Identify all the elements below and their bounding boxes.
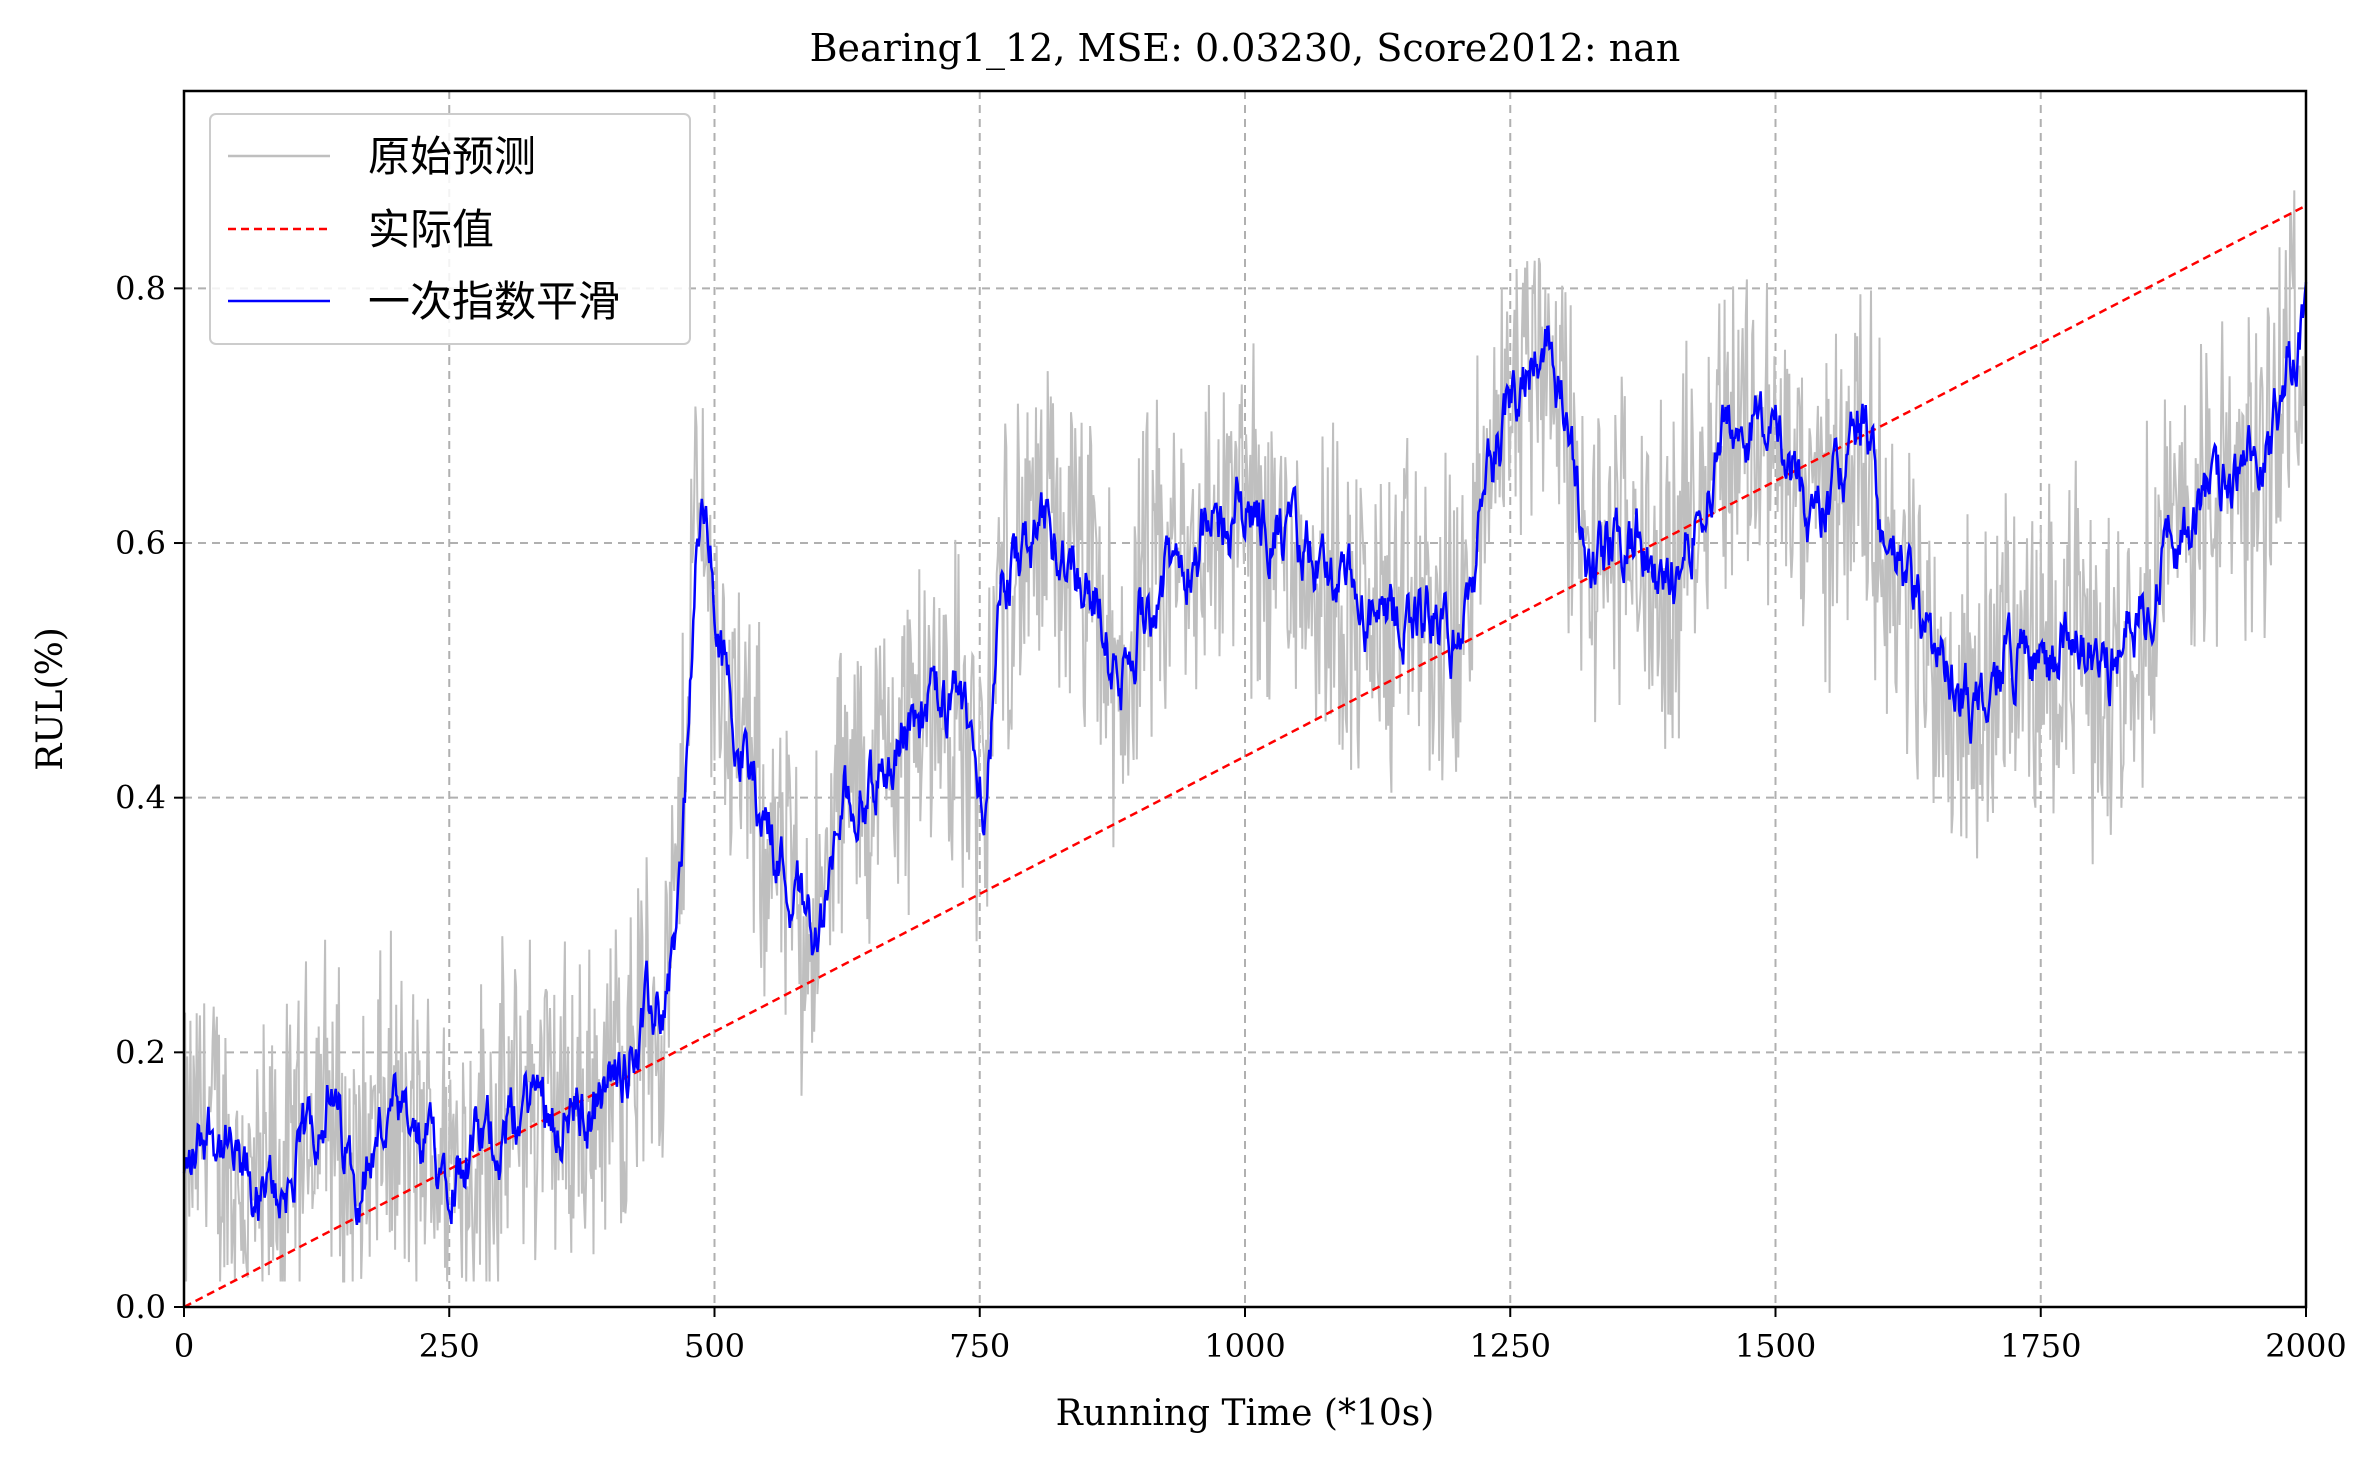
x-tick-label: 500: [684, 1327, 745, 1365]
series-group: [182, 190, 2308, 1309]
x-tick-label: 750: [949, 1327, 1010, 1365]
legend-box: [209, 113, 691, 345]
x-tick-label: 250: [419, 1327, 480, 1365]
series-line-actual: [183, 204, 2307, 1309]
x-tick-label: 1750: [2000, 1327, 2081, 1365]
series-line-smoothed: [182, 281, 2308, 1226]
x-tick-label: 1250: [1470, 1327, 1551, 1365]
y-tick-label: 0.6: [115, 524, 166, 562]
x-axis-label: Running Time (*10s): [1056, 1393, 1435, 1434]
x-tick-label: 0: [174, 1327, 194, 1365]
x-tick-label: 2000: [2265, 1327, 2346, 1365]
ticks: 0 250 500 750 1000 1250 1500 1750 2000 0.0 0.2 0.4 0…: [115, 269, 2347, 1365]
y-axis-label: RUL(%): [30, 627, 71, 771]
legend-label-actual: 实际值: [368, 205, 494, 254]
legend-label-raw: 原始预测: [368, 132, 536, 181]
x-tick-label: 1000: [1204, 1327, 1285, 1365]
chart-title: Bearing1_12, MSE: 0.03230, Score2012: na…: [810, 26, 1681, 71]
y-tick-label: 0.4: [115, 779, 166, 817]
y-tick-label: 0.0: [115, 1288, 166, 1326]
y-tick-label: 0.2: [115, 1033, 166, 1071]
x-tick-label: 1500: [1735, 1327, 1816, 1365]
y-tick-label: 0.8: [115, 269, 166, 307]
legend-label-smoothed: 一次指数平滑: [368, 277, 620, 326]
legend: 原始预测 实际值 一次指数平滑: [209, 113, 691, 345]
